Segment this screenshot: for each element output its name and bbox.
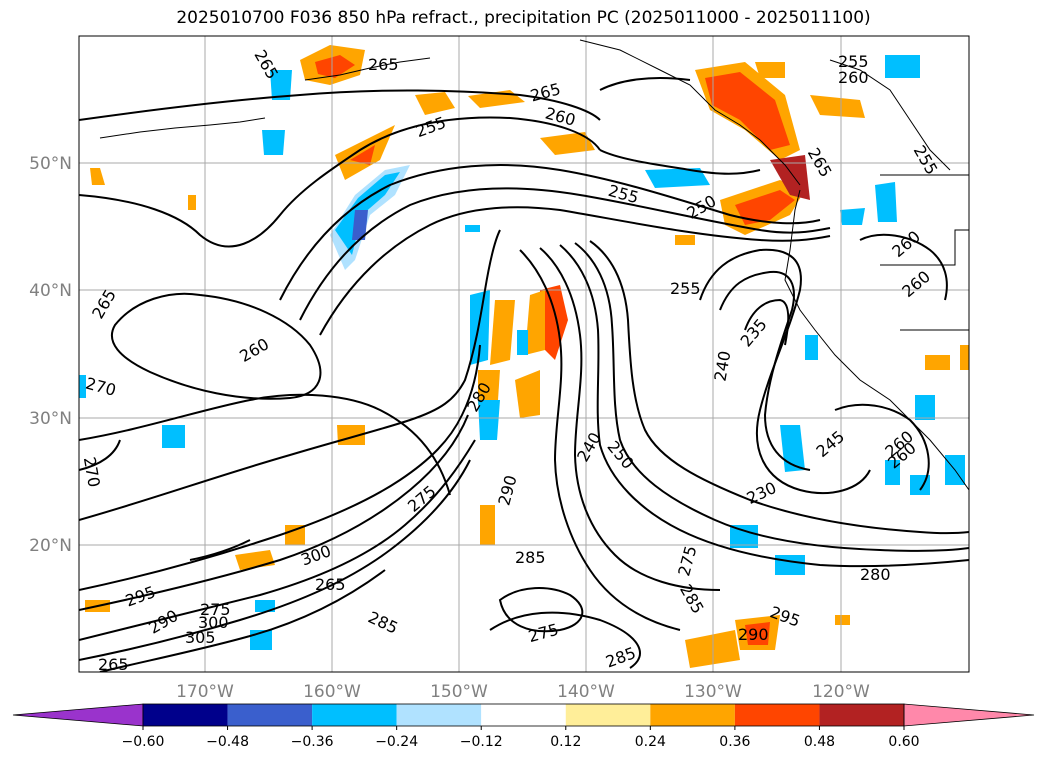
contour-label: 285 [515,548,546,567]
map-title: 2025010700 F036 850 hPa refract., precip… [176,8,871,28]
colorbar: −0.60 −0.48 −0.36 −0.24 −0.12 0.12 0.24 0.36 0.4… [12,703,1035,750]
lat-label: 40°N [29,281,72,301]
colorbar-ticks: −0.60 −0.48 −0.36 −0.24 −0.12 0.12 0.24 0.36 0.4… [122,726,920,750]
colorbar-tick-label: −0.12 [460,734,503,750]
contour-label: 300 [198,613,229,632]
lon-label: 120°W [812,682,870,702]
contour-label: 305 [185,628,216,647]
colorbar-tick-label: −0.60 [122,734,165,750]
colorbar-swatch [396,704,482,726]
lon-label: 140°W [557,682,615,702]
precipitation-shading [79,45,969,668]
colorbar-tick-label: 0.24 [635,734,666,750]
latitude-labels: 50°N 40°N 30°N 20°N [29,154,72,556]
contour-label: 275 [200,600,231,619]
colorbar-tick-label: −0.36 [291,734,334,750]
colorbar-tick-label: 0.36 [719,734,750,750]
lon-label: 160°W [303,682,361,702]
colorbar-swatch [734,704,820,726]
colorbar-tick-label: 0.60 [888,734,919,750]
colorbar-swatch [565,704,651,726]
colorbar-frame [142,703,905,727]
contour-label: 265 [315,575,346,594]
longitude-labels: 170°W 160°W 150°W 140°W 130°W 120°W [176,682,870,702]
lat-label: 50°N [29,154,72,174]
colorbar-tick-label: 0.12 [550,734,581,750]
lat-label: 20°N [29,536,72,556]
colorbar-swatch [227,704,313,726]
colorbar-swatch [143,704,228,726]
contour-label: 280 [860,565,891,584]
map-frame [78,35,970,673]
colorbar-extend-high [903,703,1035,727]
colorbar-tick-label: −0.48 [206,734,249,750]
contour-label: 265 [98,655,129,674]
colorbar-tick-label: 0.48 [804,734,835,750]
coastlines [99,39,969,491]
colorbar-swatches [12,703,1035,727]
lon-label: 150°W [430,682,488,702]
refractivity-contours [79,77,969,672]
contour-label: 290 [738,625,769,644]
contour-label: 260 [838,68,869,87]
contour-label: 255 [670,279,701,298]
colorbar-swatch [819,704,904,726]
lon-label: 130°W [684,682,742,702]
colorbar-swatch [312,704,397,726]
graticule [79,36,969,672]
colorbar-extend-low [12,703,144,727]
lat-label: 30°N [29,409,72,429]
colorbar-tick-label: −0.24 [375,734,418,750]
colorbar-swatch [650,704,735,726]
contour-label: 255 [838,52,869,71]
contour-label: 265 [368,55,399,74]
colorbar-swatch [481,704,566,726]
lon-label: 170°W [176,682,234,702]
